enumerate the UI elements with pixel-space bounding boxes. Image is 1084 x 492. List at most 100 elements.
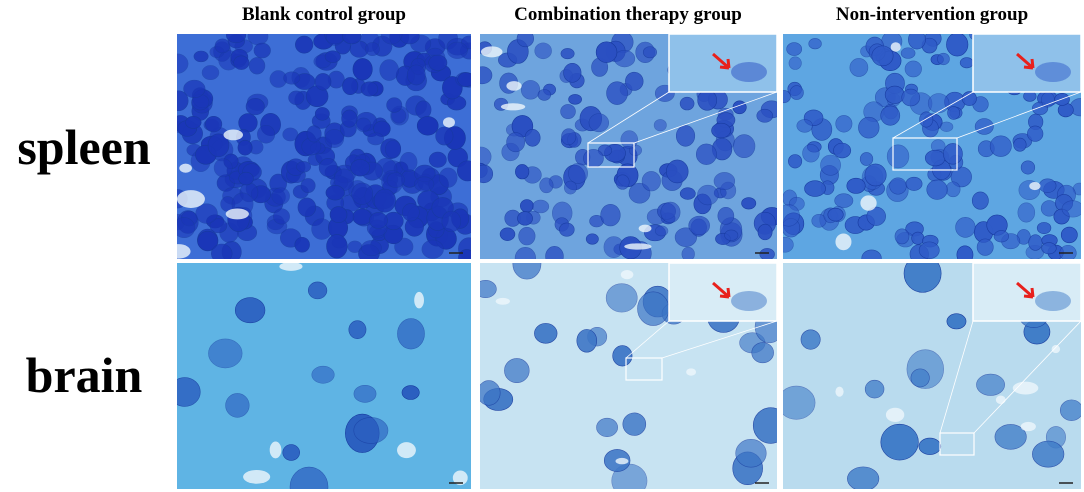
lumen — [414, 291, 424, 309]
cell — [361, 240, 382, 257]
cell — [615, 174, 630, 190]
cell — [520, 199, 534, 213]
cell — [866, 206, 886, 226]
micrograph — [177, 34, 471, 259]
cell — [499, 227, 516, 241]
cell — [428, 54, 448, 71]
cell — [207, 133, 230, 158]
cell — [585, 233, 599, 245]
cell — [416, 116, 439, 136]
cell — [783, 204, 800, 227]
cell — [512, 263, 542, 280]
zoom-line — [587, 91, 670, 144]
cell — [918, 437, 942, 455]
lumen — [179, 163, 192, 173]
cell — [927, 93, 950, 114]
cell — [402, 203, 420, 222]
cell — [561, 128, 577, 146]
cell — [300, 178, 316, 194]
cell — [324, 129, 345, 148]
cell — [524, 129, 541, 147]
cell — [282, 444, 300, 461]
cell — [537, 89, 552, 101]
micrograph — [177, 263, 471, 489]
cell — [421, 239, 444, 259]
cell — [504, 358, 530, 384]
cell — [756, 108, 774, 123]
cell — [237, 139, 253, 156]
cell — [545, 246, 564, 259]
cell — [1032, 440, 1065, 468]
cell — [288, 90, 305, 105]
cell — [342, 34, 362, 45]
cell — [563, 62, 582, 83]
inset — [972, 34, 1081, 93]
cell — [401, 385, 420, 400]
cell — [369, 212, 388, 229]
cell — [759, 248, 775, 259]
cell — [641, 171, 661, 192]
cell — [880, 105, 901, 126]
cell — [539, 177, 554, 194]
cell — [399, 34, 420, 45]
cell — [1059, 399, 1081, 421]
cell — [871, 45, 894, 67]
lumen — [1051, 345, 1061, 354]
cell — [197, 230, 219, 251]
zoom-line — [973, 320, 1081, 434]
cell — [373, 188, 396, 213]
cell — [918, 241, 940, 259]
cell — [438, 167, 458, 188]
cell — [924, 149, 946, 167]
cell — [833, 142, 852, 159]
lumen — [495, 297, 510, 305]
cell — [520, 80, 541, 100]
cell — [974, 118, 994, 135]
column-header: Combination therapy group — [514, 4, 742, 25]
cell — [283, 71, 301, 85]
lumen — [860, 195, 877, 211]
cell — [612, 345, 633, 367]
cell — [386, 97, 403, 113]
cell — [681, 246, 695, 259]
cell — [741, 197, 757, 210]
lumen — [269, 441, 282, 459]
cell — [804, 180, 826, 197]
cell — [515, 164, 530, 180]
cell — [733, 134, 756, 159]
cell — [786, 42, 803, 56]
cell — [226, 34, 247, 44]
column-header: Blank control group — [242, 4, 406, 25]
cell — [518, 226, 536, 246]
cell — [864, 163, 887, 187]
cell — [534, 42, 552, 60]
cell — [435, 126, 454, 146]
lumen — [500, 103, 526, 111]
cell — [620, 130, 639, 149]
lumen — [1012, 381, 1039, 395]
row-label: spleen — [17, 119, 151, 175]
cell — [625, 71, 644, 91]
cell — [185, 116, 202, 129]
cell — [406, 64, 426, 86]
cell — [1038, 178, 1057, 193]
cell — [827, 207, 844, 222]
lumen — [624, 243, 652, 250]
cell — [480, 380, 501, 406]
cell — [352, 58, 373, 81]
cell — [457, 160, 471, 182]
cell — [946, 313, 967, 330]
cell — [861, 249, 882, 259]
cell — [989, 135, 1012, 157]
column-header: Non-intervention group — [836, 4, 1028, 25]
cell — [956, 245, 974, 259]
cell — [350, 159, 371, 177]
cell — [324, 50, 341, 63]
cell — [697, 184, 719, 206]
cell — [919, 111, 934, 128]
cell — [675, 125, 696, 147]
zoom-line — [892, 91, 974, 139]
cell — [606, 81, 628, 105]
zoom-box — [625, 357, 663, 381]
lumen — [835, 233, 852, 251]
